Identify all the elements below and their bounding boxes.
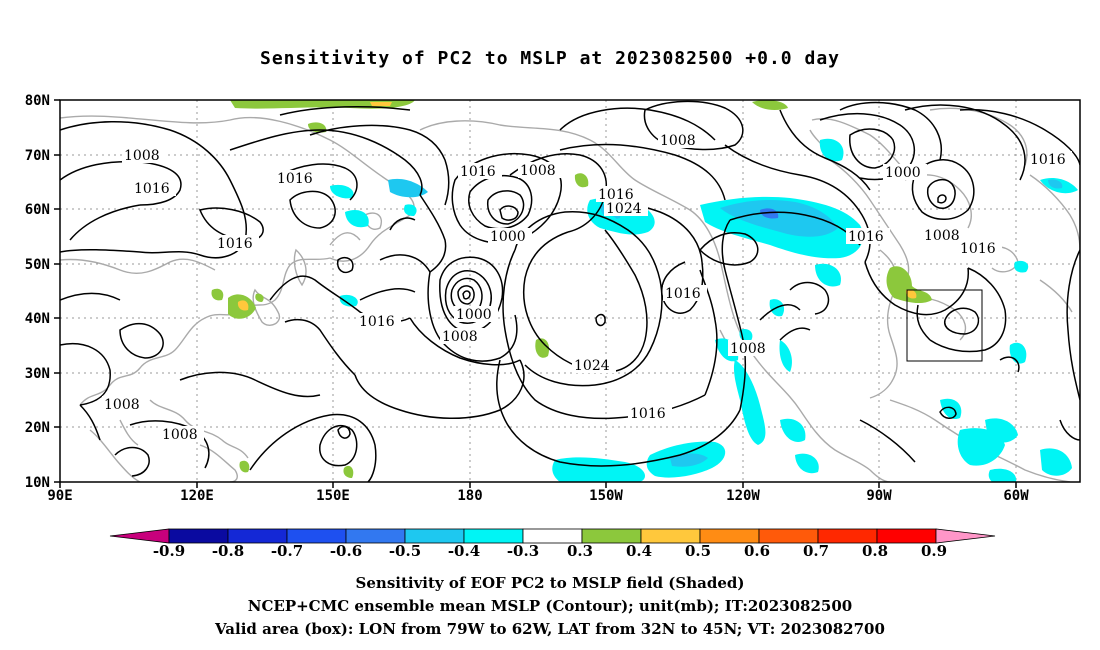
colorbar-label: -0.9 [153,542,185,560]
latitude-labels: 80N 70N 60N 50N 40N 30N 20N 10N [25,93,50,491]
contour-label: 1016 [217,236,253,252]
colorbar-swatch [345,528,406,544]
caption-valid-area: Valid area (box): LON from 79W to 62W, L… [215,620,885,638]
axis-ticks [54,99,1017,488]
colorbar-swatch [168,528,229,544]
map-title: Sensitivity of PC2 to MSLP at 2023082500… [259,48,840,69]
lon-label: 120E [180,488,214,504]
map-frame [59,99,1081,483]
contour-label: 1008 [520,163,556,179]
lat-label: 60N [25,202,50,218]
caption-contour: NCEP+CMC ensemble mean MSLP (Contour); u… [247,597,853,615]
colorbar-swatch [404,528,465,544]
colorbar-label: -0.4 [448,542,480,560]
contour-labels: 1008 1016 1016 1016 1008 1008 1016 1008 … [102,132,1072,443]
colorbar-label: 0.8 [862,542,888,560]
colorbar-swatch [699,528,760,544]
lon-label: 150W [589,488,623,504]
colorbar-swatch [758,528,819,544]
colorbar-swatch [817,528,878,544]
lat-label: 40N [25,311,50,327]
colorbar-label: 0.4 [626,542,652,560]
lon-label: 90E [47,488,72,504]
contour-label: 1008 [442,329,478,345]
contour-label: 1024 [574,358,610,374]
colorbar-label: -0.6 [330,542,362,560]
colorbar-swatch [463,528,524,544]
colorbar-swatch [876,528,937,544]
valid-area-box [906,289,983,362]
contour-label: 1008 [104,397,140,413]
lat-label: 50N [25,257,50,273]
lon-label: 180 [457,488,482,504]
contour-label: 1016 [134,181,170,197]
lat-label: 70N [25,148,50,164]
colorbar-label: 0.5 [685,542,711,560]
colorbar-swatch [522,528,583,544]
contour-label: 1000 [490,229,526,245]
colorbar-labels: -0.9 -0.8 -0.7 -0.6 -0.5 -0.4 -0.3 0.3 0… [153,542,947,560]
contour-label: 1016 [848,229,884,245]
mslp-contours [60,100,1080,482]
contour-label: 1008 [730,341,766,357]
contour-label: 1016 [359,314,395,330]
lon-label: 60W [1003,488,1029,504]
contour-label: 1016 [460,164,496,180]
longitude-labels: 90E 120E 150E 180 150W 120W 90W 60W [47,488,1029,504]
contour-label: 1016 [277,171,313,187]
colorbar-label: 0.6 [744,542,770,560]
colorbar-label: 0.9 [921,542,947,560]
colorbar-swatch [109,528,170,544]
sensitivity-shading [211,100,1078,482]
colorbar-label: -0.3 [507,542,539,560]
lon-label: 90W [866,488,892,504]
lat-label: 10N [25,475,50,491]
colorbar-swatch [581,528,642,544]
lat-label: 80N [25,93,50,109]
contour-label: 1016 [630,406,666,422]
contour-label: 1016 [1030,152,1066,168]
colorbar-label: -0.7 [271,542,303,560]
colorbar [109,528,996,544]
colorbar-swatch [227,528,288,544]
colorbar-label: 0.7 [803,542,829,560]
contour-label: 1000 [885,165,921,181]
contour-label: 1000 [456,307,492,323]
contour-label: 1008 [124,148,160,164]
lon-label: 150E [316,488,350,504]
lat-label: 20N [25,420,50,436]
contour-label: 1024 [606,201,642,217]
colorbar-label: 0.3 [567,542,593,560]
colorbar-swatch [935,528,996,544]
lon-label: 120W [726,488,760,504]
colorbar-label: -0.5 [389,542,421,560]
colorbar-swatch [640,528,701,544]
colorbar-swatch [286,528,347,544]
colorbar-label: -0.8 [212,542,244,560]
contour-label: 1008 [924,228,960,244]
contour-label: 1016 [665,286,701,302]
contour-label: 1008 [162,427,198,443]
caption-shading: Sensitivity of EOF PC2 to MSLP field (Sh… [355,574,745,592]
contour-label: 1016 [598,187,634,203]
contour-label: 1016 [960,241,996,257]
lat-label: 30N [25,366,50,382]
contour-label: 1008 [660,133,696,149]
